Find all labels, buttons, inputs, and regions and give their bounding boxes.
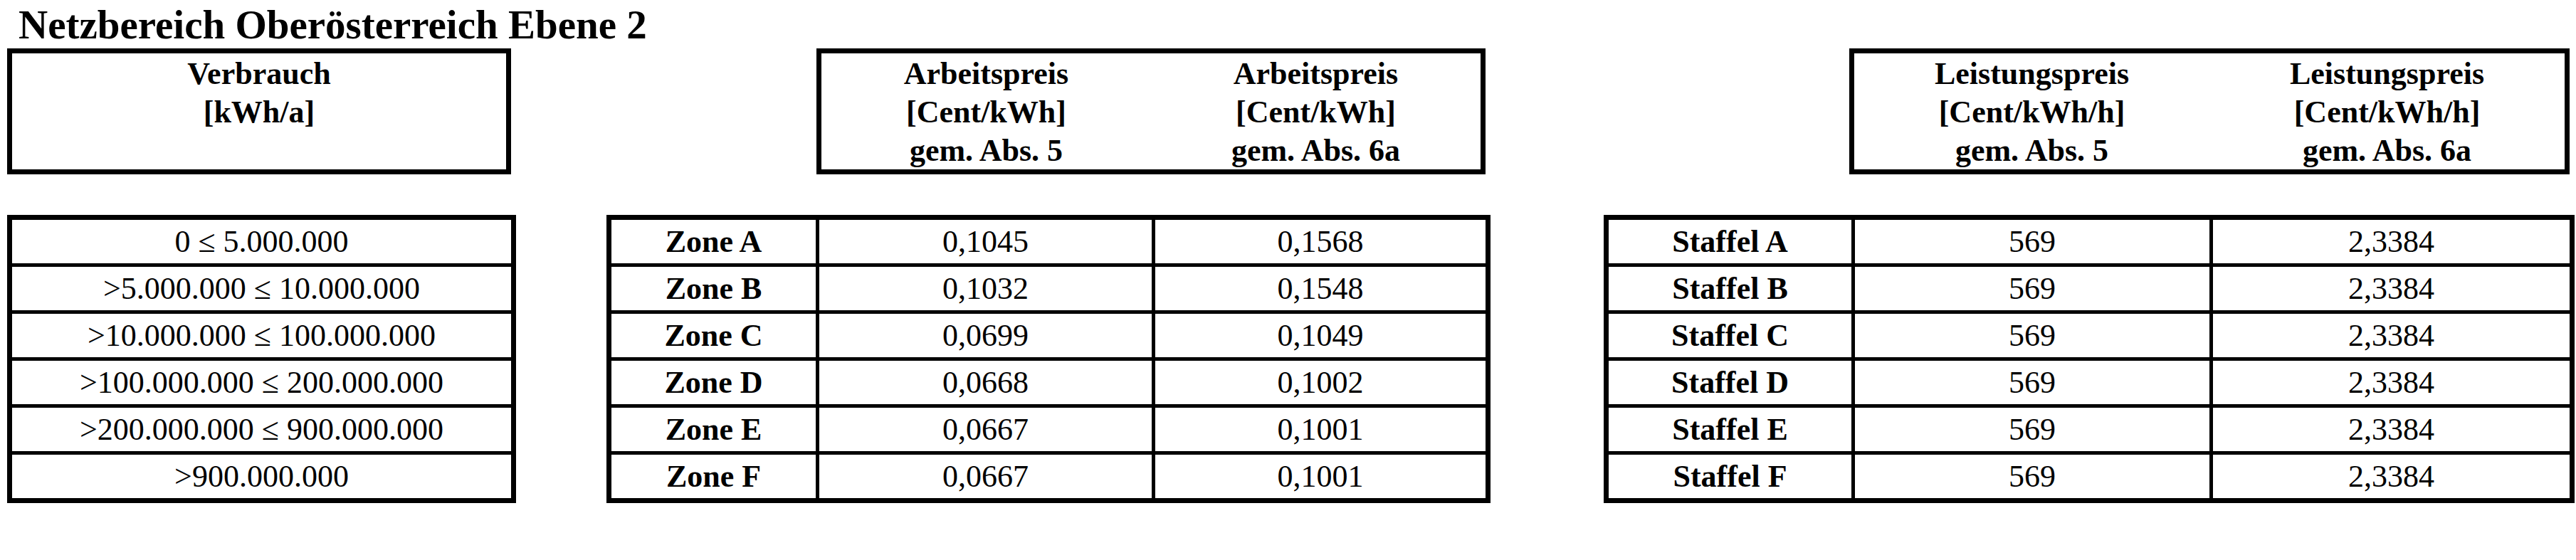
arbeitspreis-abs6a-line2: [Cent/kWh] — [1236, 93, 1396, 132]
arbeitspreis-abs6a-cell: 0,1001 — [1154, 453, 1488, 501]
arbeitspreis-abs5-cell: 0,1045 — [818, 218, 1154, 265]
leistungspreis-header-box: Leistungspreis [Cent/kWh/h] gem. Abs. 5 … — [1849, 48, 2570, 174]
verbrauch-header-column: Verbrauch [kWh/a] — [12, 53, 506, 169]
zone-label-cell: Zone D — [609, 359, 818, 406]
arbeitspreis-abs6a-cell: 0,1001 — [1154, 406, 1488, 453]
leistungspreis-abs5-cell: 569 — [1854, 359, 2212, 406]
arbeitspreis-abs6a-cell: 0,1548 — [1154, 265, 1488, 312]
table-row: >900.000.000 — [10, 453, 514, 501]
verbrauch-header-box: Verbrauch [kWh/a] — [7, 48, 511, 174]
arbeitspreis-abs5-line2: [Cent/kWh] — [906, 93, 1066, 132]
leistungspreis-abs5-cell: 569 — [1854, 265, 2212, 312]
leistungspreis-abs6a-line3: gem. Abs. 6a — [2303, 132, 2471, 170]
table-row: 0 ≤ 5.000.000 — [10, 218, 514, 265]
arbeitspreis-abs5-line1: Arbeitspreis — [904, 55, 1068, 93]
leistungspreis-abs6a-cell: 2,3384 — [2212, 312, 2572, 359]
verbrauch-range-cell: >10.000.000 ≤ 100.000.000 — [10, 312, 514, 359]
verbrauch-range-cell: >5.000.000 ≤ 10.000.000 — [10, 265, 514, 312]
table-row: Staffel A 569 2,3384 — [1607, 218, 2572, 265]
table-row: Staffel C 569 2,3384 — [1607, 312, 2572, 359]
leistungspreis-abs5-line1: Leistungspreis — [1935, 55, 2129, 93]
arbeitspreis-abs6a-cell: 0,1002 — [1154, 359, 1488, 406]
leistungspreis-abs6a-cell: 2,3384 — [2212, 218, 2572, 265]
staffel-label-cell: Staffel B — [1607, 265, 1854, 312]
staffel-label-cell: Staffel A — [1607, 218, 1854, 265]
table-row: Staffel B 569 2,3384 — [1607, 265, 2572, 312]
verbrauch-range-cell: 0 ≤ 5.000.000 — [10, 218, 514, 265]
arbeitspreis-header-box: Arbeitspreis [Cent/kWh] gem. Abs. 5 Arbe… — [816, 48, 1486, 174]
zone-label-cell: Zone B — [609, 265, 818, 312]
leistungspreis-abs6a-cell: 2,3384 — [2212, 453, 2572, 501]
leistungspreis-abs6a-cell: 2,3384 — [2212, 265, 2572, 312]
staffel-label-cell: Staffel D — [1607, 359, 1854, 406]
leistungspreis-staffeln-table: Staffel A 569 2,3384 Staffel B 569 2,338… — [1604, 215, 2575, 503]
zone-label-cell: Zone C — [609, 312, 818, 359]
leistungspreis-abs5-header: Leistungspreis [Cent/kWh/h] gem. Abs. 5 — [1854, 53, 2209, 169]
arbeitspreis-abs6a-cell: 0,1049 — [1154, 312, 1488, 359]
verbrauch-header-line2: [kWh/a] — [204, 93, 315, 132]
arbeitspreis-abs5-cell: 0,0667 — [818, 453, 1154, 501]
verbrauch-table: 0 ≤ 5.000.000 >5.000.000 ≤ 10.000.000 >1… — [7, 215, 516, 503]
verbrauch-header-line1: Verbrauch — [187, 55, 330, 93]
leistungspreis-abs6a-line1: Leistungspreis — [2290, 55, 2484, 93]
page-title: Netzbereich Oberösterreich Ebene 2 — [19, 1, 647, 48]
table-row: Staffel E 569 2,3384 — [1607, 406, 2572, 453]
table-row: >10.000.000 ≤ 100.000.000 — [10, 312, 514, 359]
zone-label-cell: Zone A — [609, 218, 818, 265]
leistungspreis-abs6a-line2: [Cent/kWh/h] — [2294, 93, 2481, 132]
table-row: Zone A 0,1045 0,1568 — [609, 218, 1488, 265]
arbeitspreis-abs5-header: Arbeitspreis [Cent/kWh] gem. Abs. 5 — [821, 53, 1151, 169]
arbeitspreis-abs5-cell: 0,0667 — [818, 406, 1154, 453]
arbeitspreis-abs6a-cell: 0,1568 — [1154, 218, 1488, 265]
arbeitspreis-abs5-cell: 0,0668 — [818, 359, 1154, 406]
leistungspreis-abs5-line3: gem. Abs. 5 — [1955, 132, 2108, 170]
table-row: Zone B 0,1032 0,1548 — [609, 265, 1488, 312]
staffel-label-cell: Staffel F — [1607, 453, 1854, 501]
leistungspreis-abs5-line2: [Cent/kWh/h] — [1939, 93, 2125, 132]
verbrauch-range-cell: >200.000.000 ≤ 900.000.000 — [10, 406, 514, 453]
staffel-label-cell: Staffel E — [1607, 406, 1854, 453]
leistungspreis-abs6a-cell: 2,3384 — [2212, 406, 2572, 453]
arbeitspreis-abs6a-header: Arbeitspreis [Cent/kWh] gem. Abs. 6a — [1151, 53, 1481, 169]
zone-label-cell: Zone E — [609, 406, 818, 453]
leistungspreis-abs6a-header: Leistungspreis [Cent/kWh/h] gem. Abs. 6a — [2209, 53, 2565, 169]
leistungspreis-abs6a-cell: 2,3384 — [2212, 359, 2572, 406]
table-row: Zone D 0,0668 0,1002 — [609, 359, 1488, 406]
table-row: Zone C 0,0699 0,1049 — [609, 312, 1488, 359]
zone-label-cell: Zone F — [609, 453, 818, 501]
staffel-label-cell: Staffel C — [1607, 312, 1854, 359]
leistungspreis-abs5-cell: 569 — [1854, 218, 2212, 265]
table-row: Zone F 0,0667 0,1001 — [609, 453, 1488, 501]
table-row: >5.000.000 ≤ 10.000.000 — [10, 265, 514, 312]
table-row: Staffel F 569 2,3384 — [1607, 453, 2572, 501]
arbeitspreis-abs5-cell: 0,0699 — [818, 312, 1154, 359]
table-row: >200.000.000 ≤ 900.000.000 — [10, 406, 514, 453]
table-row: Staffel D 569 2,3384 — [1607, 359, 2572, 406]
arbeitspreis-zonen-table: Zone A 0,1045 0,1568 Zone B 0,1032 0,154… — [606, 215, 1491, 503]
arbeitspreis-abs5-line3: gem. Abs. 5 — [910, 132, 1063, 170]
table-row: >100.000.000 ≤ 200.000.000 — [10, 359, 514, 406]
leistungspreis-abs5-cell: 569 — [1854, 406, 2212, 453]
leistungspreis-abs5-cell: 569 — [1854, 453, 2212, 501]
arbeitspreis-abs6a-line1: Arbeitspreis — [1234, 55, 1398, 93]
verbrauch-range-cell: >900.000.000 — [10, 453, 514, 501]
leistungspreis-abs5-cell: 569 — [1854, 312, 2212, 359]
table-row: Zone E 0,0667 0,1001 — [609, 406, 1488, 453]
arbeitspreis-abs5-cell: 0,1032 — [818, 265, 1154, 312]
verbrauch-range-cell: >100.000.000 ≤ 200.000.000 — [10, 359, 514, 406]
arbeitspreis-abs6a-line3: gem. Abs. 6a — [1231, 132, 1400, 170]
